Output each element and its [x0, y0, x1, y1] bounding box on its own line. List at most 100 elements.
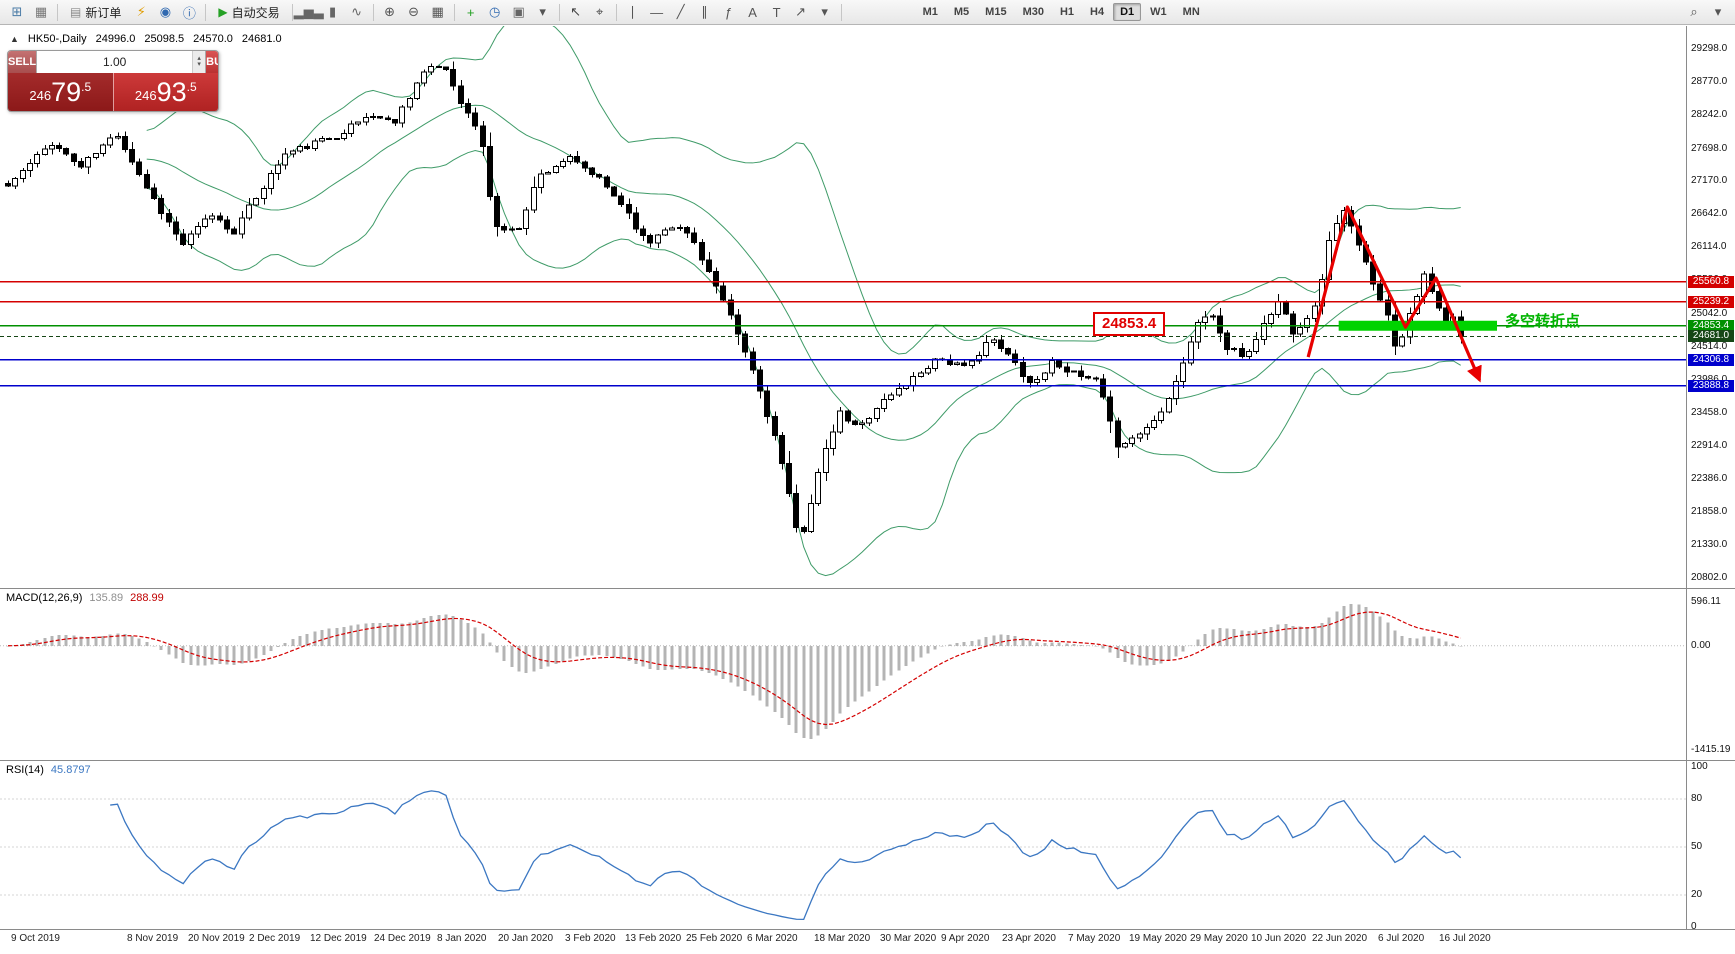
rsi-line — [110, 790, 1462, 921]
date-label: 13 Feb 2020 — [625, 933, 682, 944]
rsi-panel — [0, 790, 1686, 921]
support-zone-bar[interactable] — [1338, 320, 1498, 331]
timeframe-w1[interactable]: W1 — [1150, 6, 1167, 18]
ohlc-high: 25098.5 — [144, 33, 185, 45]
support-price-annotation[interactable]: 24853.4 — [1093, 312, 1166, 336]
date-label: 30 Mar 2020 — [880, 933, 937, 944]
hline-price-chip: 25560.8 — [1688, 275, 1734, 288]
sell-button[interactable]: SELL — [8, 51, 37, 73]
timeframe-d1[interactable]: D1 — [1113, 3, 1142, 21]
timeframe-m15[interactable]: M15 — [985, 6, 1007, 18]
rsi-scale-label: 20 — [1691, 889, 1703, 900]
indicators-icon[interactable]: + — [459, 2, 483, 23]
turning-point-annotation[interactable]: 多空转折点 — [1505, 313, 1581, 330]
macd-scale-label: -1415.19 — [1691, 743, 1731, 755]
channel-icon[interactable]: ∥ — [693, 2, 717, 23]
trendline-icon[interactable]: ╱ — [669, 2, 693, 23]
text-icon[interactable]: A — [741, 2, 765, 23]
buy-price-frac: .5 — [186, 79, 197, 94]
new-order-glyph: ▤ — [70, 5, 82, 19]
arrows-icon-glyph: ↗ — [795, 4, 807, 19]
market-watch-icon[interactable]: ◉ — [153, 2, 177, 23]
horizontal-line-icon[interactable]: ― — [645, 2, 669, 23]
lightning-icon[interactable]: ⚡ — [129, 2, 153, 23]
macd-signal-value: 288.99 — [130, 592, 164, 604]
timeframe-h1[interactable]: H1 — [1059, 6, 1075, 18]
fibonacci-icon[interactable]: ƒ — [717, 2, 741, 23]
tile-windows-icon[interactable]: ▦ — [426, 2, 450, 23]
hline-price-chip: 24853.4 — [1688, 319, 1734, 332]
lightning-icon-glyph: ⚡ — [136, 4, 146, 19]
quick-search-icon[interactable]: ⌕ — [1690, 4, 1698, 19]
timeframe-m5[interactable]: M5 — [953, 6, 970, 18]
trend-zigzag-arrow[interactable] — [1306, 205, 1482, 383]
timeframe-mn[interactable]: MN — [1182, 6, 1200, 18]
date-label: 18 Mar 2020 — [814, 933, 871, 944]
sell-price[interactable]: 246 79.5 — [8, 73, 113, 111]
vertical-line-icon-glyph: ∣ — [629, 4, 636, 19]
tile-windows-icon-glyph: ▦ — [431, 4, 444, 19]
templates-caret-icon[interactable]: ▾ — [531, 2, 555, 23]
rsi-value: 45.8797 — [50, 764, 91, 776]
market-watch-icon-glyph: ◉ — [159, 4, 172, 19]
timeframe-m1[interactable]: M1 — [922, 6, 938, 18]
bollinger-middle-band — [146, 104, 1461, 441]
autotrade-button[interactable]: ▶ 自动交易 — [210, 2, 287, 23]
period-icon[interactable]: ◷ — [483, 2, 507, 23]
date-label: 19 May 2020 — [1129, 933, 1187, 944]
timeframe-m30[interactable]: M30 — [1022, 6, 1044, 18]
volume-down-icon[interactable]: ▾ — [197, 61, 201, 68]
templates-icon[interactable]: ▣ — [507, 2, 531, 23]
buy-price-prefix: 246 — [134, 88, 157, 103]
one-click-toggle-icon[interactable]: ▲ — [10, 34, 19, 44]
arrows-icon[interactable]: ↗ — [789, 2, 813, 23]
toolbar-separator — [57, 3, 58, 21]
crosshair-icon[interactable]: ⌖ — [588, 2, 612, 23]
candlestick-chart-icon[interactable]: ▮ — [321, 2, 345, 23]
zoom-out-icon[interactable]: ⊖ — [402, 2, 426, 23]
crosshair-icon-glyph: ⌖ — [595, 4, 604, 19]
new-chart-icon[interactable]: ⊞ — [5, 2, 29, 23]
timeframe-h4[interactable]: H4 — [1090, 6, 1105, 18]
vertical-line-icon[interactable]: ∣ — [621, 2, 645, 23]
date-label: 20 Nov 2019 — [188, 933, 245, 944]
sell-price-big: 79 — [51, 76, 82, 107]
label-icon[interactable]: T — [765, 2, 789, 23]
volume-input[interactable] — [37, 51, 193, 73]
zoom-in-icon[interactable]: ⊕ — [378, 2, 402, 23]
text-icon-glyph: A — [748, 4, 757, 20]
toolbar-separator — [205, 3, 207, 21]
volume-up-icon[interactable]: ▴ — [197, 55, 201, 62]
bar-chart-icon[interactable]: ▂▅▃ — [294, 2, 324, 23]
date-label: 6 Mar 2020 — [747, 933, 798, 944]
more-caret-icon[interactable]: ▾ — [1714, 4, 1722, 19]
cursor-icon[interactable]: ↖ — [564, 2, 588, 23]
arrows-caret-icon-glyph: ▾ — [821, 4, 828, 19]
line-chart-icon[interactable]: ∿ — [345, 2, 369, 23]
new-order-button[interactable]: ▤ 新订单 — [62, 2, 129, 23]
date-label: 8 Nov 2019 — [127, 933, 179, 944]
macd-signal-line — [7, 611, 1461, 726]
buy-price[interactable]: 246 93.5 — [112, 73, 218, 111]
price-scale-label: 29298.0 — [1691, 43, 1728, 54]
sell-price-frac: .5 — [81, 79, 92, 94]
profiles-icon[interactable]: ▦ — [29, 2, 53, 23]
ohlc-low: 24570.0 — [193, 33, 233, 45]
info-icon[interactable]: ⓘ — [177, 2, 201, 23]
rsi-name: RSI(14) — [6, 764, 44, 776]
rsi-scale-label: 50 — [1691, 841, 1703, 852]
date-label: 29 May 2020 — [1190, 933, 1248, 944]
price-scale-label: 28242.0 — [1691, 108, 1728, 120]
indicators-icon-glyph: + — [466, 4, 475, 20]
macd-indicator-label: MACD(12,26,9) 135.89 288.99 — [6, 592, 164, 604]
line-chart-icon-glyph: ∿ — [351, 4, 363, 19]
buy-price-big: 93 — [156, 76, 187, 107]
price-panel[interactable] — [0, 16, 1686, 577]
price-scale-label: 22386.0 — [1691, 473, 1728, 485]
arrows-caret-icon[interactable]: ▾ — [813, 2, 837, 23]
autotrade-button-label: 自动交易 — [231, 5, 280, 20]
buy-button[interactable]: BUY — [206, 51, 218, 73]
toolbar: ⊞ ▦ ▤ 新订单 ⚡ ◉ ⓘ ▶ 自动交易 ▂▅▃ ▮ ∿ ⊕ ⊖ ▦ + ◷ ▣ ▾ ↖ ⌖ ∣ ― ╱ ∥ ƒ A T ↗ ▾ M1 M… — [0, 0, 1735, 25]
